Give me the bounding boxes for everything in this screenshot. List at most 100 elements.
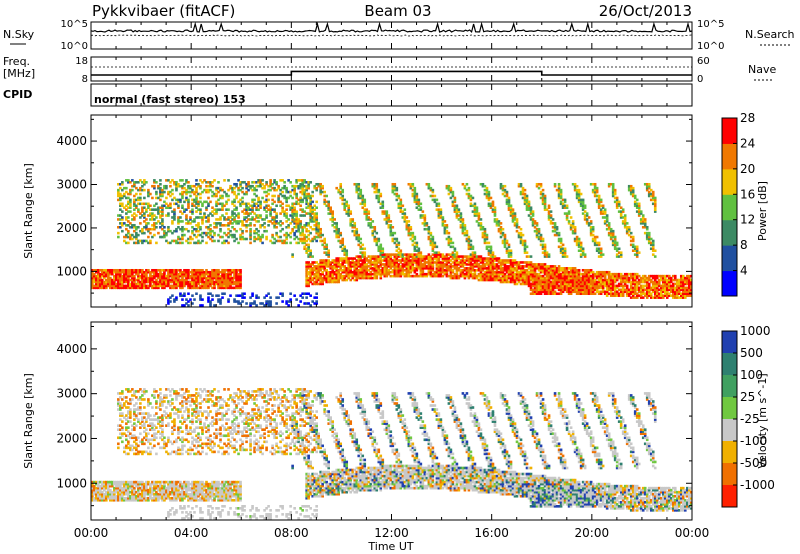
- power-cell: [375, 265, 379, 268]
- power-cell: [359, 276, 363, 280]
- power-cell: [545, 268, 549, 272]
- power-cell: [455, 270, 459, 274]
- power-cell: [505, 190, 509, 194]
- power-cell: [459, 255, 463, 258]
- power-cell: [135, 227, 138, 231]
- power-cell: [155, 225, 158, 229]
- power-cell: [543, 194, 547, 198]
- power-cell: [465, 270, 469, 274]
- power-cell: [557, 288, 561, 292]
- power-cell: [309, 249, 312, 252]
- power-cell: [209, 304, 212, 307]
- power-cell: [165, 274, 168, 278]
- power-cell: [311, 208, 314, 211]
- power-cell: [187, 280, 190, 284]
- power-cell: [581, 272, 585, 276]
- power-cell: [199, 210, 202, 213]
- power-cell: [531, 214, 535, 217]
- power-cell: [499, 182, 503, 186]
- power-cell: [457, 210, 461, 213]
- power-cell: [221, 202, 224, 206]
- power-cell: [417, 255, 421, 258]
- power-cell: [347, 210, 351, 213]
- power-cell: [173, 212, 176, 215]
- power-cell: [499, 270, 503, 274]
- power-cell: [171, 286, 174, 290]
- power-cell: [305, 274, 308, 278]
- power-cell: [445, 272, 449, 276]
- power-cell: [433, 253, 437, 256]
- power-cell: [137, 225, 140, 229]
- power-cell: [341, 241, 345, 245]
- power-cell: [527, 282, 531, 286]
- power-cell: [315, 216, 318, 219]
- power-cell: [167, 206, 170, 209]
- power-cell: [405, 253, 409, 256]
- power-cell: [295, 192, 298, 196]
- power-cell: [181, 229, 184, 233]
- power-cell: [393, 188, 397, 192]
- power-cell: [501, 192, 505, 196]
- power-cell: [451, 270, 455, 274]
- power-cell: [479, 227, 483, 231]
- power-cell: [363, 259, 367, 262]
- power-cell: [189, 194, 192, 198]
- power-cell: [487, 198, 491, 202]
- power-cell: [103, 286, 106, 290]
- power-cell: [163, 186, 166, 190]
- power-cell: [405, 268, 409, 272]
- power-cell: [205, 282, 208, 286]
- power-cell: [211, 268, 214, 272]
- power-cell: [533, 288, 537, 292]
- power-cell: [525, 200, 529, 204]
- power-cell: [583, 253, 587, 256]
- power-cell: [499, 235, 503, 239]
- power-cell: [529, 278, 533, 282]
- power-cell: [397, 247, 401, 251]
- power-cell: [351, 220, 355, 223]
- power-cell: [419, 202, 423, 206]
- power-cell: [449, 272, 453, 276]
- power-cell: [367, 210, 371, 213]
- power-cell: [505, 267, 509, 270]
- power-cell: [297, 179, 300, 182]
- power-cell: [303, 237, 306, 241]
- power-cell: [511, 216, 515, 219]
- power-cell: [243, 218, 246, 221]
- power-cell: [163, 278, 166, 282]
- power-cell: [313, 208, 316, 211]
- power-cell: [341, 278, 345, 282]
- power-cell: [149, 212, 152, 215]
- power-cell: [311, 239, 314, 243]
- power-cell: [589, 278, 593, 282]
- power-cell: [447, 268, 451, 272]
- power-cell: [127, 282, 130, 286]
- power-cell: [301, 179, 304, 182]
- power-cell: [573, 278, 577, 282]
- power-cell: [437, 261, 441, 264]
- power-cell: [305, 268, 308, 272]
- power-cell: [227, 282, 230, 286]
- power-cell: [331, 216, 335, 219]
- power-cell: [303, 302, 306, 305]
- power-cell: [265, 210, 268, 213]
- power-cell: [331, 280, 335, 284]
- power-cell: [515, 225, 519, 229]
- power-cell: [583, 255, 587, 258]
- power-cell: [285, 200, 288, 204]
- power-cell: [539, 235, 543, 239]
- power-cell: [327, 212, 330, 215]
- power-cell: [257, 229, 260, 233]
- power-cell: [321, 259, 324, 262]
- power-cell: [419, 263, 423, 266]
- power-cell: [389, 233, 393, 237]
- power-cell: [465, 229, 469, 233]
- power-cell: [297, 186, 300, 190]
- power-cell: [181, 276, 184, 280]
- power-cell: [199, 186, 202, 190]
- power-cell: [377, 249, 381, 252]
- power-cell: [323, 202, 326, 206]
- power-cell: [361, 272, 365, 276]
- power-cell: [217, 300, 220, 303]
- power-cell: [531, 267, 535, 270]
